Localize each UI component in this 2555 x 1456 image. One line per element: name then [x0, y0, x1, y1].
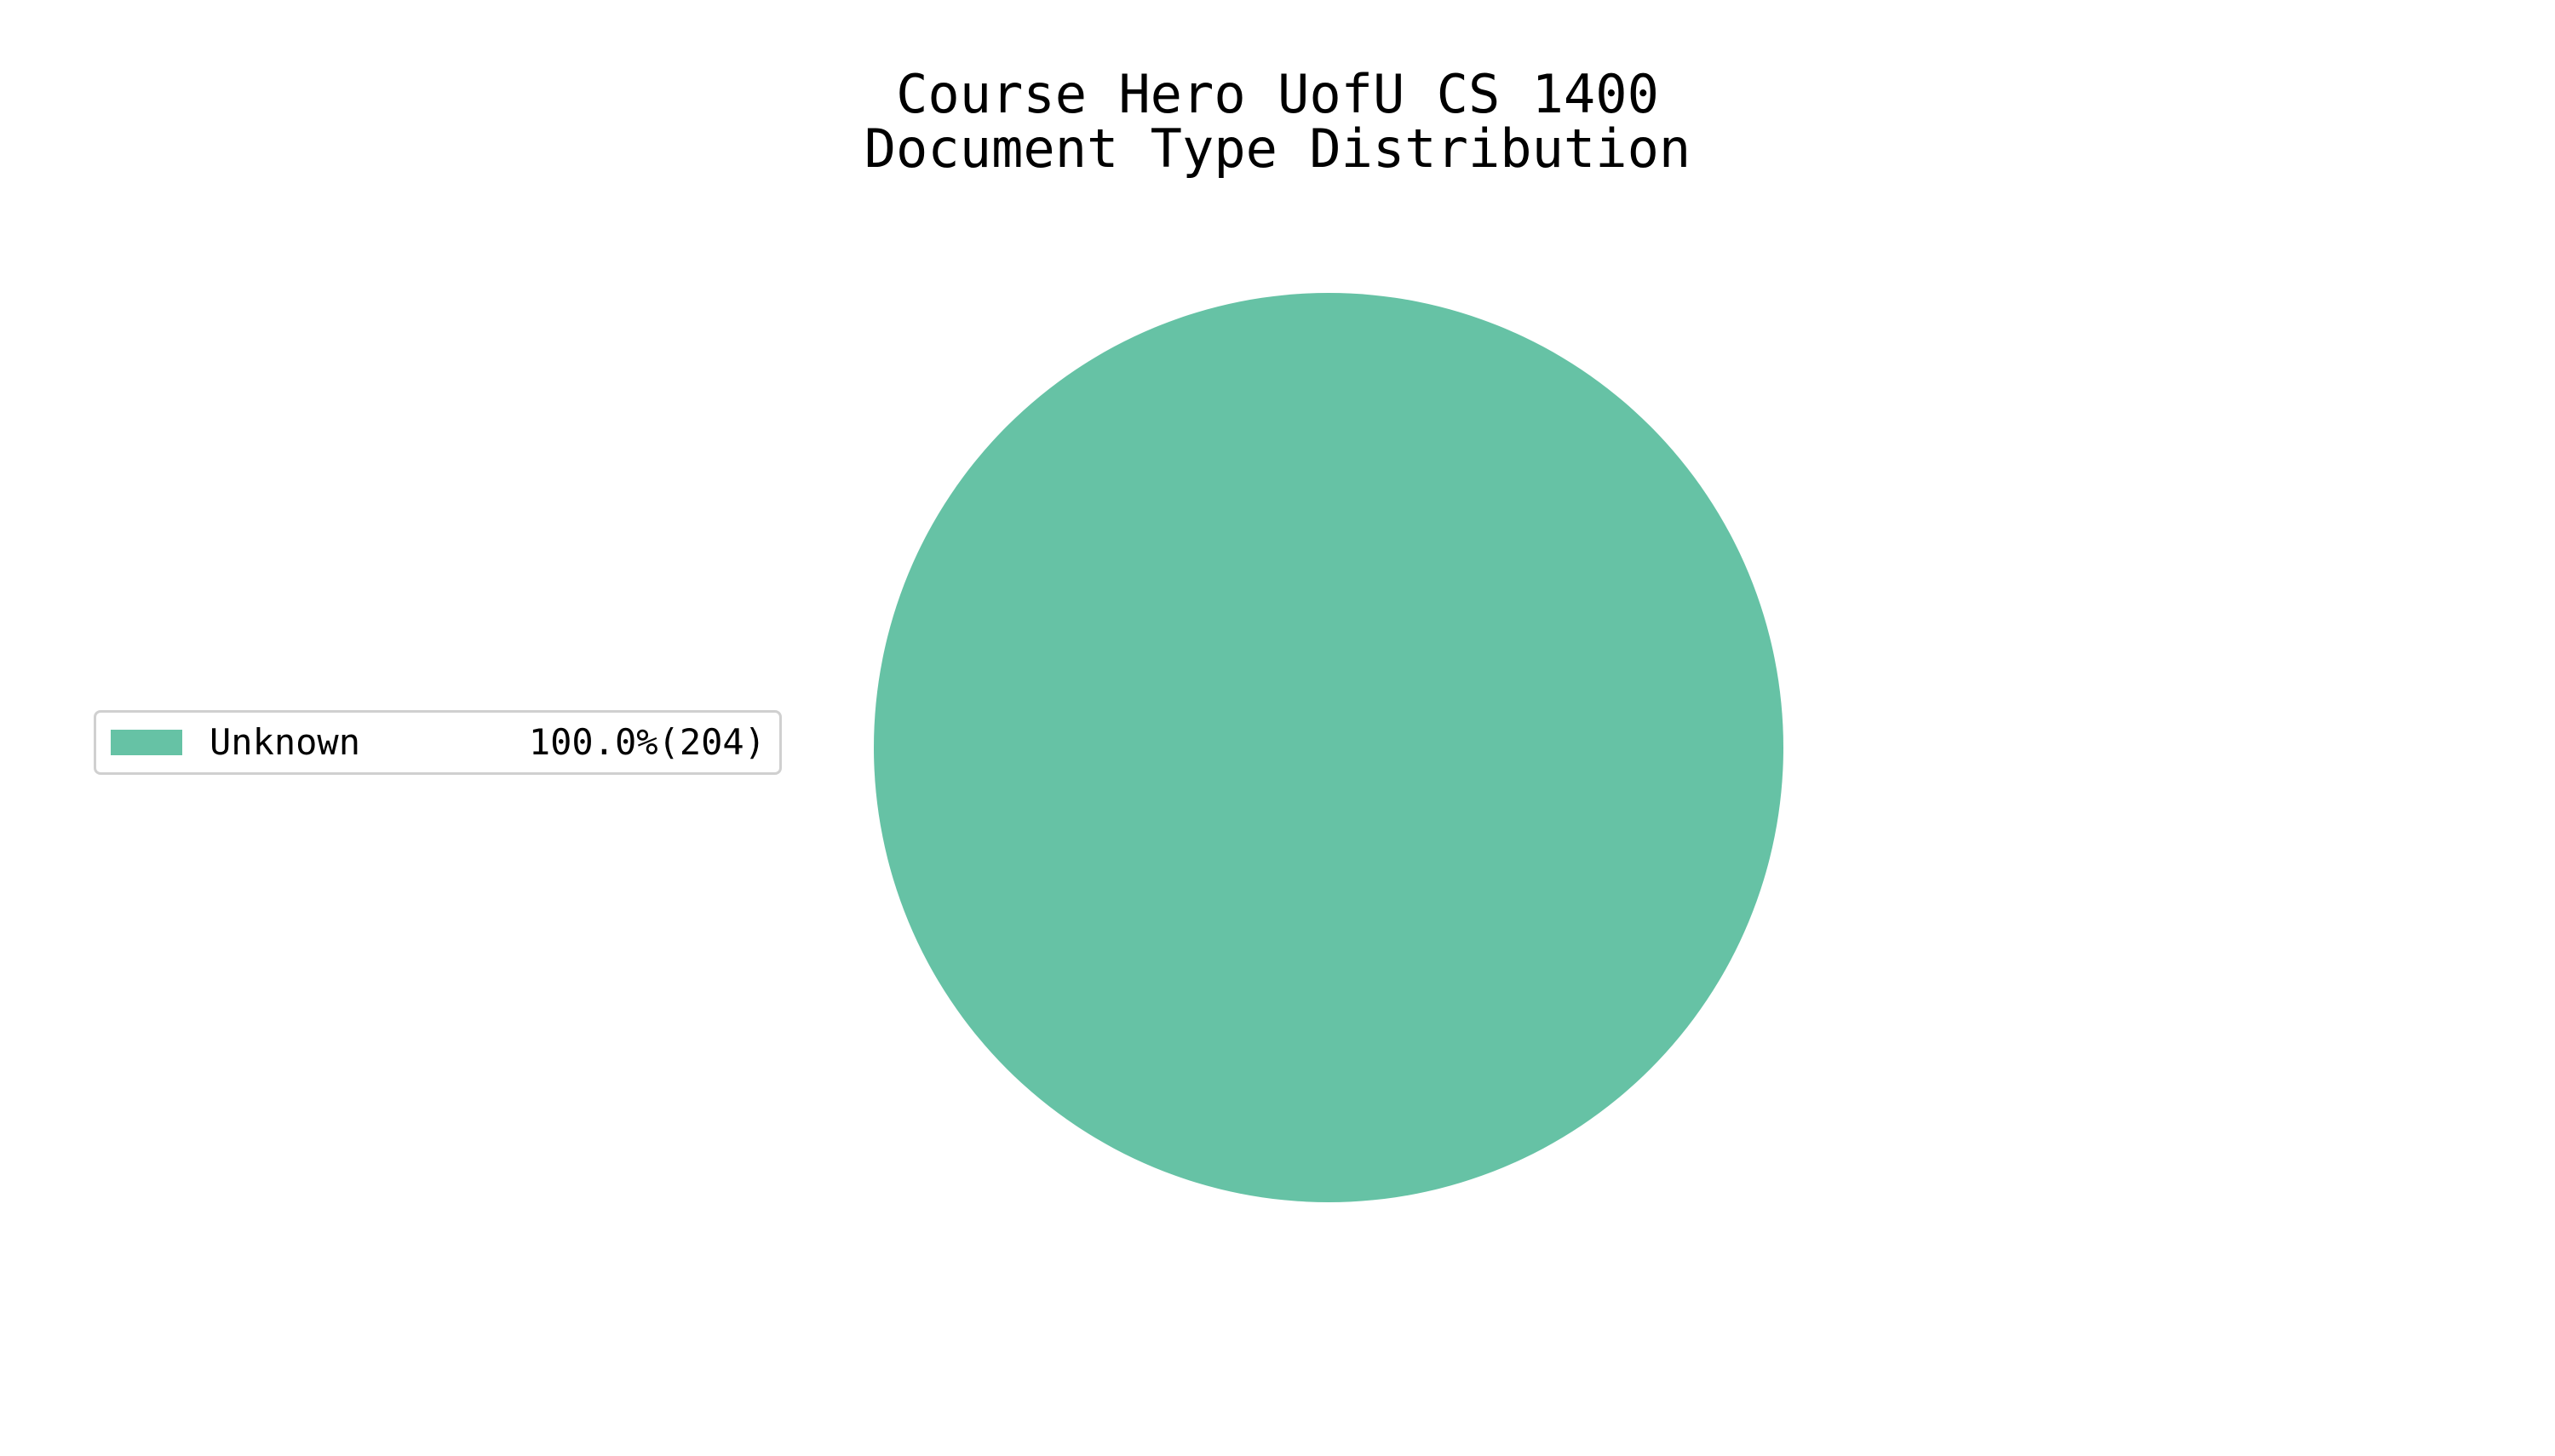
legend-label-unknown: Unknown	[210, 721, 361, 763]
legend-swatch-unknown	[111, 730, 182, 755]
chart-title-line-2: Document Type Distribution	[864, 118, 1691, 180]
pie-slice-unknown	[874, 293, 1783, 1202]
chart-legend: Unknown 100.0%(204)	[94, 710, 782, 775]
legend-value-unknown: 100.0%(204)	[528, 721, 766, 763]
chart-title-line-1: Course Hero UofU CS 1400	[896, 63, 1659, 125]
